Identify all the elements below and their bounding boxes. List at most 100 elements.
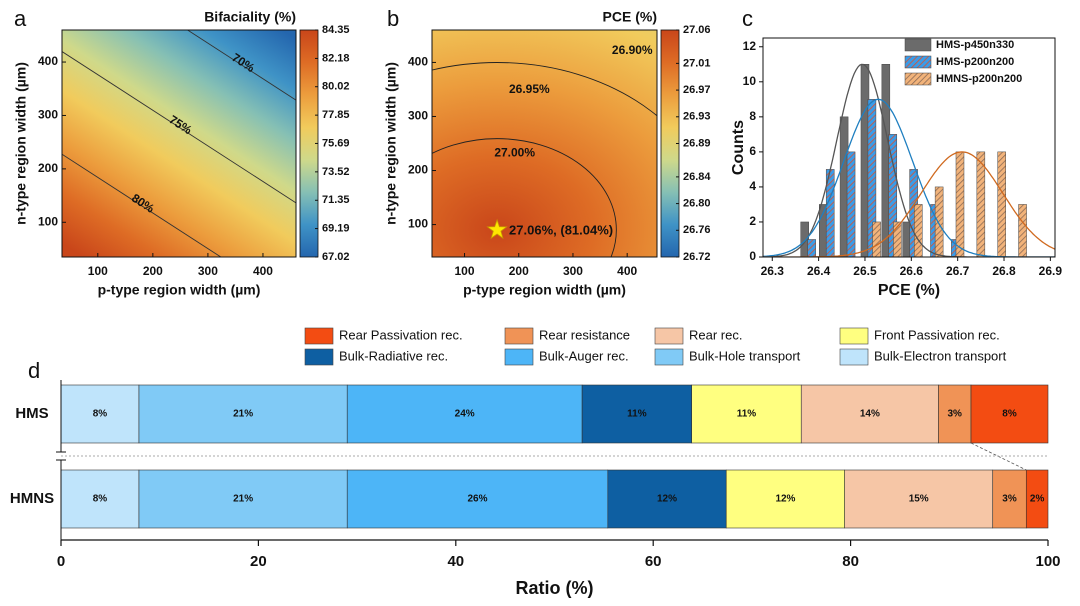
panel-label: b [387, 6, 399, 31]
bar [872, 221, 881, 258]
segment-label: 15% [909, 494, 929, 505]
y-tick-label: 400 [38, 54, 58, 68]
y-tick-label: 12 [743, 39, 757, 53]
bar [955, 151, 965, 258]
y-tick-label: 100 [38, 214, 58, 228]
colorbar-tick-label: 75.69 [322, 137, 350, 149]
y-tick-label: 400 [408, 55, 428, 69]
optimum-star [486, 218, 508, 240]
bar-segment [346, 384, 583, 444]
y-tick-label: 2 [749, 214, 756, 228]
colorbar-tick-label: 27.06 [683, 24, 711, 36]
bar [976, 151, 986, 258]
segment-label: 12% [657, 494, 677, 505]
contour-label: 26.95% [509, 82, 550, 96]
colorbar-tick-label: 26.76 [683, 224, 711, 236]
segment-label: 14% [860, 409, 880, 420]
bar [934, 186, 944, 258]
bar-segment [800, 384, 939, 444]
legend-label: Bulk-Auger rec. [539, 348, 629, 363]
panel-label: d [28, 358, 40, 383]
segment-label: 8% [93, 494, 108, 505]
bar-segment [346, 469, 609, 529]
x-tick-label: 26.8 [992, 264, 1016, 278]
plot-area [62, 30, 296, 257]
legend-swatch [654, 348, 684, 366]
contour-line [62, 51, 296, 204]
plot-area [432, 30, 657, 257]
optimum-label: 27.06%, (81.04%) [509, 222, 613, 237]
legend-swatch [654, 327, 684, 345]
y-tick-label: 10 [743, 74, 757, 88]
bar-segment [60, 384, 140, 444]
x-tick-label: 0 [57, 553, 65, 570]
panel-label: a [14, 6, 27, 31]
x-tick-label: 40 [447, 553, 464, 570]
y-tick-label: 6 [749, 144, 756, 158]
contour-line [62, 153, 222, 257]
segment-label: 21% [233, 494, 253, 505]
y-tick-label: 100 [408, 217, 428, 231]
colorbar-tick-label: 73.52 [322, 166, 350, 178]
heatmap [432, 30, 657, 257]
x-axis-label: p-type region width (µm) [98, 282, 261, 298]
segment-label: 11% [737, 409, 757, 420]
colorbar-tick-label: 69.19 [322, 222, 350, 234]
y-tick-label: 200 [38, 161, 58, 175]
segment-label: 3% [1002, 494, 1017, 505]
legend-label: HMNS-p200n200 [936, 73, 1022, 85]
legend-swatch [904, 38, 932, 52]
contour-line [432, 62, 657, 117]
segment-label: 11% [627, 409, 647, 420]
legend-label: Rear rec. [689, 327, 742, 342]
legend-label: HMS-p200n200 [936, 56, 1014, 68]
x-tick-label: 60 [645, 553, 662, 570]
x-tick-label: 300 [198, 264, 218, 278]
legend-label: Rear Passivation rec. [339, 327, 463, 342]
legend-swatch [304, 348, 334, 366]
legend-label: HMS-p450n330 [936, 39, 1014, 51]
legend-label: Bulk-Hole transport [689, 348, 801, 363]
legend-swatch [904, 72, 932, 86]
legend-swatch [839, 348, 869, 366]
legend-label: Front Passivation rec. [874, 327, 1000, 342]
colorbar-tick-label: 77.85 [322, 109, 350, 121]
segment-label: 12% [775, 494, 795, 505]
colorbar-tick-label: 26.80 [683, 197, 711, 209]
colorbar-tick-label: 26.93 [683, 111, 711, 123]
bar [997, 151, 1006, 258]
x-tick-label: 26.5 [853, 264, 877, 278]
segment-label: 24% [455, 409, 475, 420]
colorbar-tick-label: 27.01 [683, 57, 711, 69]
y-axis-label: n-type region width (µm) [13, 62, 29, 225]
legend-label: Bulk-Electron transport [874, 348, 1007, 363]
colorbar-tick-label: 82.18 [322, 52, 350, 64]
x-tick-label: 26.6 [900, 264, 924, 278]
segment-label: 2% [1030, 494, 1045, 505]
x-tick-label: 200 [509, 264, 529, 278]
y-tick-label: 8 [749, 109, 756, 123]
y-axis-label: n-type region width (µm) [383, 62, 399, 225]
x-tick-label: 26.9 [1039, 264, 1063, 278]
x-tick-label: 26.4 [807, 264, 831, 278]
colorbar-tick-label: 71.35 [322, 194, 350, 206]
legend-swatch [904, 55, 932, 69]
legend-swatch [839, 327, 869, 345]
x-tick-label: 400 [617, 264, 637, 278]
segment-label: 21% [233, 409, 253, 420]
segment-label: 3% [948, 409, 963, 420]
bar [807, 239, 816, 258]
bar-segment [607, 469, 727, 529]
plot-frame [61, 29, 297, 258]
panel-label: c [742, 6, 753, 31]
contour-line [186, 30, 296, 101]
x-tick-label: 100 [1035, 553, 1060, 570]
x-axis-label: Ratio (%) [516, 578, 594, 598]
colorbar-tick-label: 26.89 [683, 137, 711, 149]
x-tick-label: 200 [143, 264, 163, 278]
plot-frame [431, 29, 658, 258]
plot-frame [762, 37, 1056, 258]
fit-curve [763, 63, 1055, 257]
bar [914, 204, 923, 258]
